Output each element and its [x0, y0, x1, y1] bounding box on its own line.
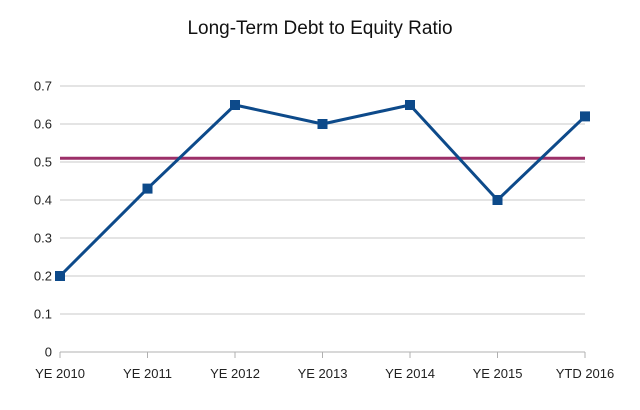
x-tick-label: YE 2010 [35, 366, 85, 381]
data-point-marker [405, 100, 415, 110]
data-series-line [58, 103, 587, 278]
y-tick-label: 0.4 [34, 193, 52, 208]
x-tick-label: YE 2015 [473, 366, 523, 381]
chart-title: Long-Term Debt to Equity Ratio [187, 18, 453, 39]
y-tick-label: 0.7 [34, 79, 52, 94]
data-point-marker [492, 195, 503, 205]
x-tick-label: YTD 2016 [556, 366, 615, 381]
y-tick-label: 0.6 [34, 117, 52, 132]
x-tick-label: YE 2011 [123, 366, 172, 381]
data-point-marker [580, 111, 590, 122]
data-point-marker [55, 271, 65, 281]
x-tick-label: YE 2012 [210, 366, 260, 381]
y-tick-label: 0.2 [34, 269, 52, 284]
y-tick-label: 0.3 [34, 231, 52, 246]
y-tick-label: 0.5 [34, 155, 52, 170]
y-tick-label: 0.1 [34, 307, 52, 322]
y-tick-label: 0 [45, 345, 52, 360]
data-point-marker [317, 119, 328, 129]
x-tick-label: YE 2013 [298, 366, 348, 381]
data-point-marker [142, 183, 153, 194]
x-tick-label: YE 2014 [385, 366, 435, 381]
data-point-marker [230, 100, 240, 110]
